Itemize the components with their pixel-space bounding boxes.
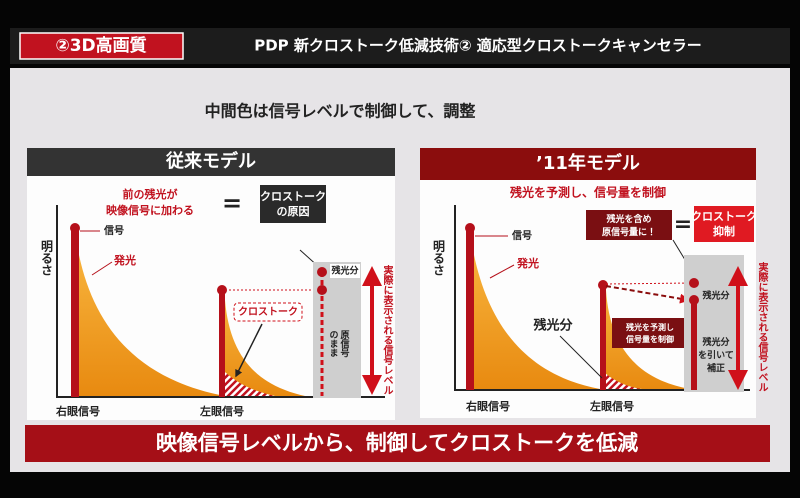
signal-dot [598,280,608,290]
signal-bar [600,285,606,390]
panel-header [420,148,756,180]
condition: 残光を含め原信号量に！ [602,213,656,238]
note: 前の残光が映像信号に加わる [106,187,194,217]
note-line: 映像信号に加わる [106,203,194,217]
correction: 残光分を引いて補正 [698,336,734,374]
result: クロストークの原因 [260,190,326,218]
control-line: 信号量を制御 [625,334,674,344]
label: 残光分 [701,290,730,302]
signal-dot [70,223,80,233]
condition-line: 原信号量に！ [602,226,656,238]
dot [689,295,699,305]
label: 発光 [516,256,539,270]
condition-line: 残光を含め [605,213,651,225]
signal-dot [465,223,475,233]
y-label: 明るさ [432,240,446,276]
subtitle: 中間色は信号レベルで制御して、調整 [205,102,477,121]
y-label: 明るさ [40,240,54,276]
emission-area [79,255,225,396]
label: のまま [328,330,339,357]
footer: 映像信号レベルから、制御してクロストークを低減 [156,431,638,455]
label: 信号 [511,229,532,242]
x-label: 右眼信号 [465,399,510,413]
dot [689,278,699,288]
panel-title: 従来モデル [165,150,256,172]
x-label: 左眼信号 [199,404,244,418]
note: 残光を予測し、信号量を制御 [509,185,666,200]
condition-box [586,210,672,240]
correction-line: 補正 [707,362,725,374]
label: 残光分 [330,265,359,277]
emission-area [225,300,305,396]
result-line: クロストーク [691,210,757,223]
vertical-label: 実際に表示される信号レベル [756,261,769,392]
control-line: 残光を予測し [625,322,674,332]
panel-header [27,148,395,176]
crosstalk-area [225,372,275,396]
label: 信号 [103,224,124,237]
afterglow-area [604,372,642,389]
dot [317,267,327,277]
label-box [330,264,360,278]
callout-text: クロストーク [238,306,298,318]
leader [559,335,603,379]
control: 残光を予測し信号量を制御 [625,322,674,344]
control-box [612,318,688,348]
signal-bar [71,228,79,397]
note-line: 前の残光が [123,187,178,201]
result-line: クロストーク [260,190,326,203]
dot [317,285,327,295]
emission-area [606,290,690,389]
result-line: 抑制 [713,224,735,238]
label: 残光分 [532,318,573,334]
dashed-arrow [605,285,690,304]
result: クロストーク抑制 [691,210,757,238]
signal-bar [466,228,474,390]
badge [19,32,184,60]
result-box [694,206,754,242]
emission-area [474,255,600,389]
corrected-bar [691,300,697,390]
label: 原信号 [339,330,351,358]
leader [91,261,113,276]
signal-dot [217,285,227,295]
x-label: 右眼信号 [55,404,100,418]
badge-text: ②3D高画質 [55,35,146,56]
correction-line: 残光分 [701,336,730,348]
correction-line: を引いて [698,349,734,361]
axes [56,205,385,398]
equals: = [222,189,242,217]
x-label: 左眼信号 [589,399,634,413]
footer-bar [25,425,770,462]
label: 発光 [113,253,136,267]
header-title: PDP 新クロストーク低減技術② 適応型クロストークキャンセラー [254,37,702,55]
vertical-label: 実際に表示される信号レベル [381,264,394,395]
signal-bar [219,290,225,397]
panel-title: ’11年モデル [536,152,640,174]
leader [489,264,515,279]
equals: = [674,212,692,237]
result-line: の原因 [277,204,310,218]
axes [454,205,750,391]
result-box [260,185,326,223]
arrow [235,323,263,378]
callout [233,302,303,322]
